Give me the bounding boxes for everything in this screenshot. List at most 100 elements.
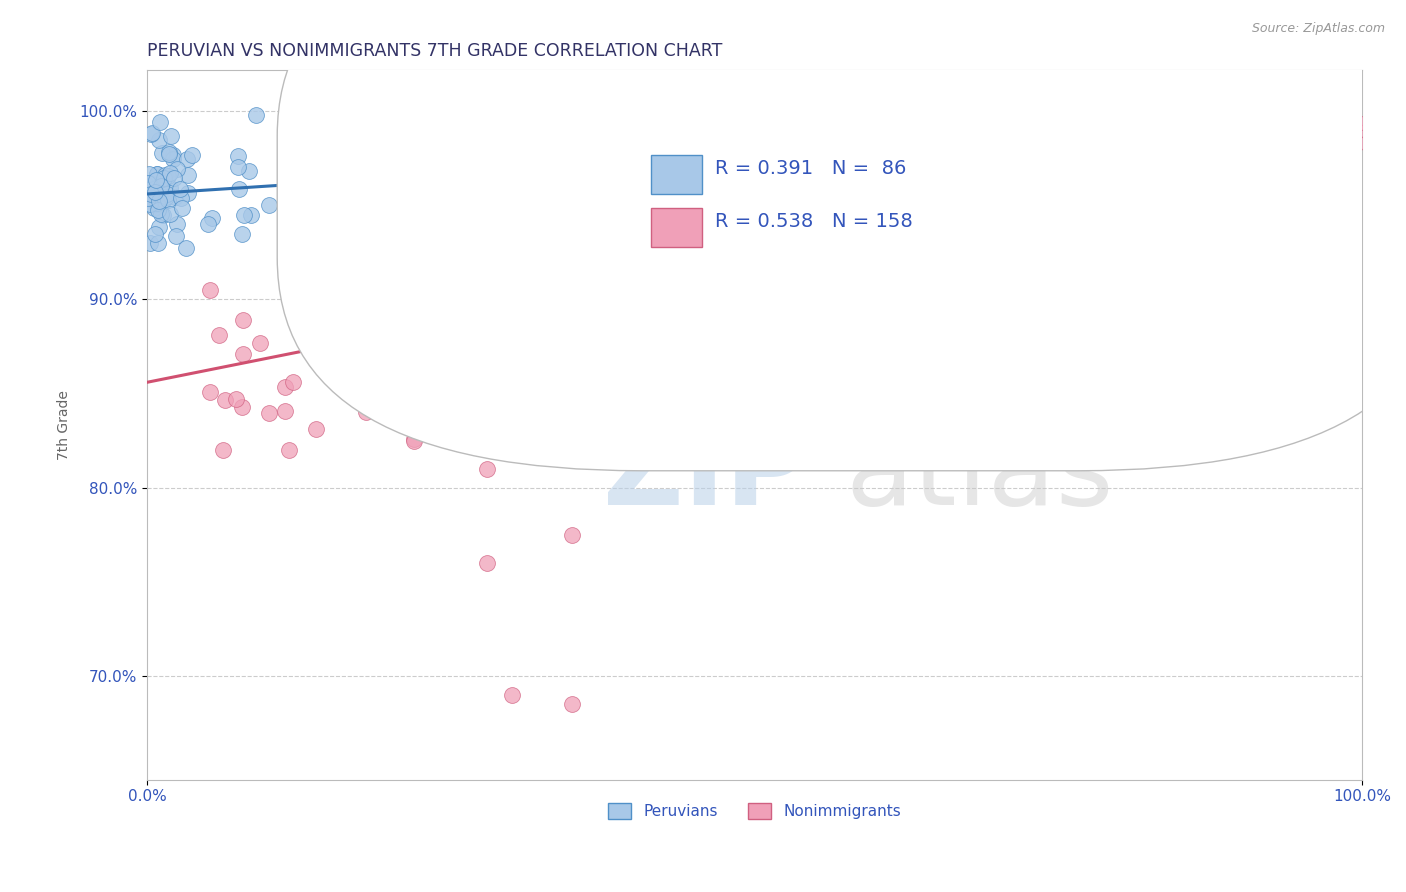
Point — [1167, 138, 1189, 153]
Point — [1050, 178, 1073, 193]
Point — [148, 219, 170, 234]
Point — [1313, 104, 1336, 119]
Point — [849, 194, 872, 208]
Point — [870, 142, 893, 156]
Point — [201, 211, 224, 226]
Point — [1286, 151, 1309, 165]
Point — [890, 271, 912, 285]
Text: atlas: atlas — [846, 421, 1114, 528]
Y-axis label: 7th Grade: 7th Grade — [58, 390, 72, 459]
Point — [561, 698, 583, 712]
Point — [551, 230, 574, 244]
Point — [304, 282, 326, 296]
Point — [441, 347, 464, 361]
Point — [1258, 119, 1281, 133]
Point — [146, 203, 169, 218]
Point — [388, 239, 411, 253]
Point — [844, 142, 866, 156]
Point — [232, 312, 254, 326]
Point — [181, 148, 204, 162]
Point — [141, 127, 163, 141]
Point — [1125, 185, 1147, 199]
Point — [166, 217, 188, 231]
Text: ZIP: ZIP — [603, 421, 806, 528]
Point — [139, 128, 162, 142]
Point — [377, 376, 399, 391]
Point — [335, 346, 357, 360]
Point — [146, 235, 169, 250]
Point — [149, 115, 172, 129]
Point — [974, 165, 997, 179]
Point — [177, 186, 200, 200]
Point — [494, 268, 516, 282]
Point — [524, 348, 547, 362]
Point — [1187, 164, 1209, 178]
Point — [249, 336, 271, 351]
Point — [1233, 114, 1256, 128]
Point — [558, 306, 581, 320]
Point — [1305, 169, 1327, 183]
Point — [600, 276, 623, 290]
Point — [962, 217, 984, 231]
Point — [813, 260, 835, 274]
Point — [388, 232, 411, 246]
Point — [842, 189, 865, 203]
Point — [624, 205, 647, 219]
Point — [1097, 170, 1119, 185]
Point — [749, 316, 772, 330]
Point — [1067, 178, 1090, 193]
Point — [159, 166, 181, 180]
Point — [170, 191, 193, 205]
Point — [281, 227, 304, 241]
Point — [734, 204, 756, 219]
Point — [413, 184, 436, 198]
FancyBboxPatch shape — [651, 208, 703, 247]
Point — [536, 328, 558, 343]
Point — [865, 108, 887, 122]
Point — [200, 284, 222, 298]
Text: PERUVIAN VS NONIMMIGRANTS 7TH GRADE CORRELATION CHART: PERUVIAN VS NONIMMIGRANTS 7TH GRADE CORR… — [148, 42, 723, 60]
Point — [214, 393, 236, 408]
Point — [138, 167, 160, 181]
Point — [170, 201, 193, 215]
Point — [970, 206, 993, 220]
Point — [163, 190, 186, 204]
Point — [364, 108, 387, 122]
Point — [963, 176, 986, 190]
Point — [440, 245, 463, 260]
Point — [943, 204, 966, 219]
Point — [160, 129, 183, 144]
Point — [494, 365, 516, 379]
Legend: Peruvians, Nonimmigrants: Peruvians, Nonimmigrants — [602, 797, 907, 825]
Point — [477, 462, 499, 476]
Point — [299, 134, 322, 148]
Point — [139, 197, 162, 211]
Point — [501, 688, 523, 702]
Point — [855, 277, 877, 291]
Point — [561, 528, 583, 542]
Point — [430, 367, 453, 381]
Point — [914, 349, 936, 363]
Point — [1215, 164, 1237, 178]
Point — [561, 254, 583, 268]
Point — [404, 432, 426, 446]
Point — [354, 405, 377, 419]
Point — [817, 252, 839, 266]
Point — [682, 201, 704, 215]
Point — [1346, 136, 1368, 150]
Point — [150, 179, 173, 194]
Point — [257, 407, 280, 421]
Point — [1152, 186, 1174, 201]
Point — [232, 347, 254, 361]
Point — [786, 176, 808, 190]
Point — [589, 223, 612, 237]
Point — [398, 341, 420, 355]
Point — [1067, 217, 1090, 231]
Point — [1097, 186, 1119, 201]
Point — [477, 217, 499, 231]
Point — [1285, 104, 1308, 119]
Point — [1319, 136, 1341, 151]
Point — [155, 168, 177, 182]
Point — [208, 327, 231, 342]
Point — [197, 217, 219, 231]
